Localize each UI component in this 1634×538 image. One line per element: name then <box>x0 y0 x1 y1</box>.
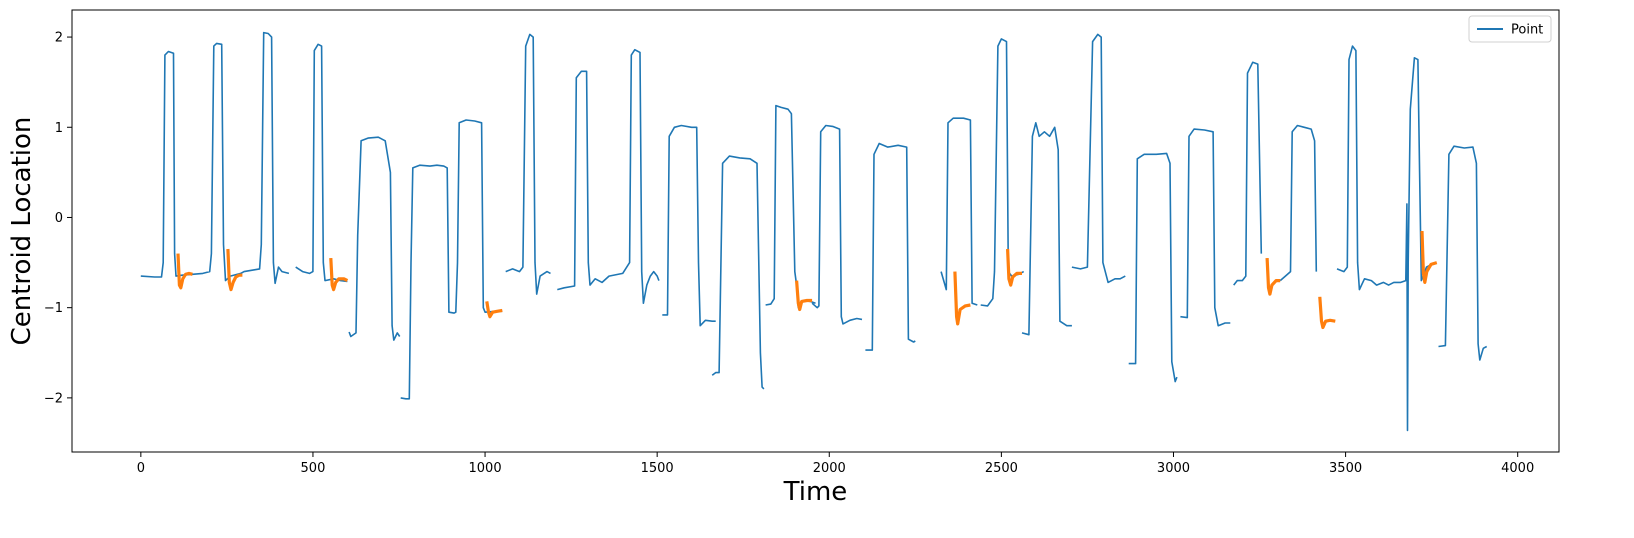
highlight-segment <box>795 280 813 312</box>
x-tick-label: 0 <box>137 461 145 476</box>
y-tick-label: 0 <box>55 211 63 226</box>
x-tick-label: 4000 <box>1501 461 1534 476</box>
y-tick-label: 1 <box>55 121 63 136</box>
y-tick-label: −2 <box>44 391 63 406</box>
axes-frame <box>71 9 1560 453</box>
y-tick-label: −1 <box>44 301 63 316</box>
point-series-segment <box>1021 122 1072 336</box>
point-series-segment <box>980 38 1025 307</box>
y-axis-ticks: −2 −1 0 1 2 <box>44 31 72 406</box>
point-series-segment <box>662 124 716 327</box>
highlight-segment <box>1265 258 1281 296</box>
highlight-segment <box>329 258 349 292</box>
highlight-segment <box>1006 248 1022 287</box>
point-series-segment <box>1279 124 1318 282</box>
legend-box <box>1468 15 1552 43</box>
x-axis-label: Time <box>783 477 848 507</box>
y-axis-label: Centroid Location <box>7 117 37 346</box>
point-series-segment <box>348 136 401 341</box>
point-series-segment <box>557 48 660 305</box>
highlight-segment <box>1318 296 1336 330</box>
x-axis-ticks: 0 500 1000 1500 2000 2500 3000 3500 4000 <box>137 452 1534 476</box>
x-tick-label: 1000 <box>469 461 502 476</box>
x-tick-label: 2500 <box>985 461 1018 476</box>
x-tick-label: 1500 <box>641 461 674 476</box>
highlight-segment <box>485 301 503 319</box>
y-tick-label: 2 <box>55 31 63 46</box>
point-series-segment <box>811 124 863 325</box>
point-series-segment <box>505 33 551 295</box>
point-series-segment <box>765 104 816 309</box>
legend-label-point: Point <box>1511 23 1543 38</box>
x-tick-label: 3000 <box>1157 461 1190 476</box>
highlight-segment <box>226 248 243 292</box>
legend: Point <box>1468 15 1552 43</box>
point-series-segment <box>940 117 978 306</box>
point-series-segment <box>1438 145 1488 361</box>
x-tick-label: 2000 <box>813 461 846 476</box>
point-series-segment <box>1336 45 1436 432</box>
point-series-segment <box>865 142 916 351</box>
point-series-segment <box>140 31 290 285</box>
x-tick-label: 500 <box>301 461 326 476</box>
point-series-segment <box>295 43 348 283</box>
point-series-segment <box>1128 152 1178 383</box>
series-layer <box>140 31 1488 432</box>
point-series-segment <box>1180 128 1231 327</box>
highlight-segment <box>953 271 971 326</box>
point-series-segment <box>1071 33 1126 284</box>
point-series-segment <box>711 155 765 390</box>
x-tick-label: 3500 <box>1329 461 1362 476</box>
point-series-segment <box>1233 61 1263 286</box>
highlight-segment <box>1420 230 1438 284</box>
highlight-segment <box>176 253 193 290</box>
point-series-segment <box>400 119 503 400</box>
